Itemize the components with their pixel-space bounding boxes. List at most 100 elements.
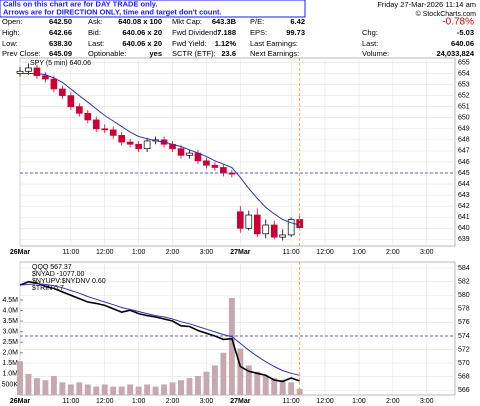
volume-bar [33, 378, 40, 395]
volume-bar [169, 382, 176, 395]
candle-body [33, 67, 41, 77]
candle-body [287, 219, 295, 236]
legend-entry: $NYAD -1077.00 [32, 271, 85, 278]
volume-bar [42, 380, 49, 395]
moving-average [20, 73, 300, 226]
x-tick-label: 1:00 [352, 249, 366, 256]
notice: Calls on this chart are for DAY TRADE on… [3, 0, 157, 8]
candle-body [237, 211, 244, 229]
quote-label: Optionable: [88, 49, 126, 58]
volume-bar [76, 382, 83, 395]
volume-tick-label: 3.5M [2, 318, 18, 325]
y-tick-label: 655 [458, 59, 470, 66]
quote-value: 24,033,824 [436, 49, 474, 58]
quote-value: 6.42 [290, 17, 305, 26]
volume-tick-label: 4.5M [2, 297, 18, 304]
quote-label: Last Earnings: [250, 39, 298, 48]
y-tick-label: 568 [458, 374, 470, 381]
x-tick-label: 27Mar [230, 249, 251, 256]
volume-bar [186, 378, 193, 395]
volume-bar [101, 384, 108, 395]
x-tick-label: 1:00 [132, 249, 146, 256]
candle-body [270, 224, 278, 238]
quote-label: Chg: [362, 28, 378, 37]
volume-bar [237, 348, 244, 395]
volume-tick-label: 4.0M [2, 307, 18, 314]
x-tick-label: 12:00 [96, 398, 114, 405]
y-tick-label: 654 [458, 70, 470, 77]
x-tick-label: 11:00 [62, 398, 79, 405]
legend-entry: $TRIN 0.7 [32, 285, 64, 292]
quote-label: Last: [88, 39, 104, 48]
quote-label: Next Earnings: [250, 49, 299, 58]
volume-bar [296, 388, 303, 395]
y-tick-label: 572 [458, 346, 470, 353]
quote-value: 640.06 x 20 [122, 39, 162, 48]
x-tick-label: 2:00 [166, 249, 180, 256]
candle-body [59, 88, 66, 96]
candle-body [101, 128, 109, 131]
candle-body [220, 167, 227, 174]
candle-body [245, 214, 253, 229]
x-tick-label: 3:00 [200, 398, 214, 405]
source: © StockCharts.com [416, 10, 477, 18]
candle-body [42, 75, 49, 80]
candle-body [143, 140, 151, 150]
candle-body [203, 160, 210, 166]
volume-bar [59, 382, 66, 395]
y-tick-label: 651 [458, 104, 470, 111]
volume-bar [17, 361, 23, 395]
y-tick-label: 649 [458, 126, 470, 133]
candle-body [126, 141, 134, 145]
y-tick-label: 580 [458, 292, 470, 299]
y-tick-label: 648 [458, 137, 470, 144]
y-tick-label: 653 [458, 81, 470, 88]
change-percent: -0.78% [442, 17, 474, 28]
candle-body [50, 78, 58, 90]
notice-box [0, 0, 306, 18]
x-tick-label: 2:00 [386, 398, 400, 405]
volume-bar [194, 376, 201, 395]
x-tick-label: 12:00 [96, 249, 114, 256]
volume-bar [178, 380, 184, 395]
candle-body [92, 119, 100, 130]
x-tick-label: 12:00 [316, 398, 334, 405]
candle-body [186, 152, 193, 156]
volume-bar [288, 382, 295, 395]
y-tick-label: 570 [458, 360, 470, 367]
volume-bar [118, 386, 125, 395]
y-tick-label: 642 [458, 203, 470, 210]
quote-value: 99.73 [286, 28, 305, 37]
y-tick-label: 566 [458, 387, 470, 394]
quote-label: Prev Close: [2, 49, 41, 58]
quote-label: Volume: [362, 49, 389, 58]
volume-bar [152, 386, 159, 395]
x-tick-label: 26Mar [10, 249, 31, 256]
legend-entry: QQQ 567.37 [32, 264, 72, 271]
candle-body [211, 164, 219, 168]
volume-tick-label: 1.0M [2, 371, 18, 378]
quote-label: Mkt Cap: [172, 17, 202, 26]
volume-bar [271, 378, 278, 395]
volume-bar [220, 352, 227, 395]
candle-body [279, 234, 287, 238]
quote-label: EPS: [250, 28, 267, 37]
volume-bar [144, 384, 151, 395]
candle-body [109, 129, 117, 136]
volume-tick-label: 1.5M [2, 360, 18, 367]
x-tick-label: 11:00 [283, 398, 300, 405]
quote-value: 645.09 [49, 49, 72, 58]
x-tick-label: 12:00 [316, 249, 334, 256]
quote-value: 642.66 [49, 28, 72, 37]
y-tick-label: 643 [458, 192, 470, 199]
volume-tick-label: 3.0M [2, 329, 18, 336]
y-tick-label: 641 [458, 214, 470, 221]
candle-body [118, 135, 126, 143]
candle-body [253, 214, 261, 235]
y-tick-label: 578 [458, 306, 470, 313]
y-tick-label: 645 [458, 170, 470, 177]
volume-bar [25, 373, 32, 395]
quote-value: 640.08 x 100 [118, 17, 162, 26]
x-tick-label: 27Mar [230, 398, 251, 405]
